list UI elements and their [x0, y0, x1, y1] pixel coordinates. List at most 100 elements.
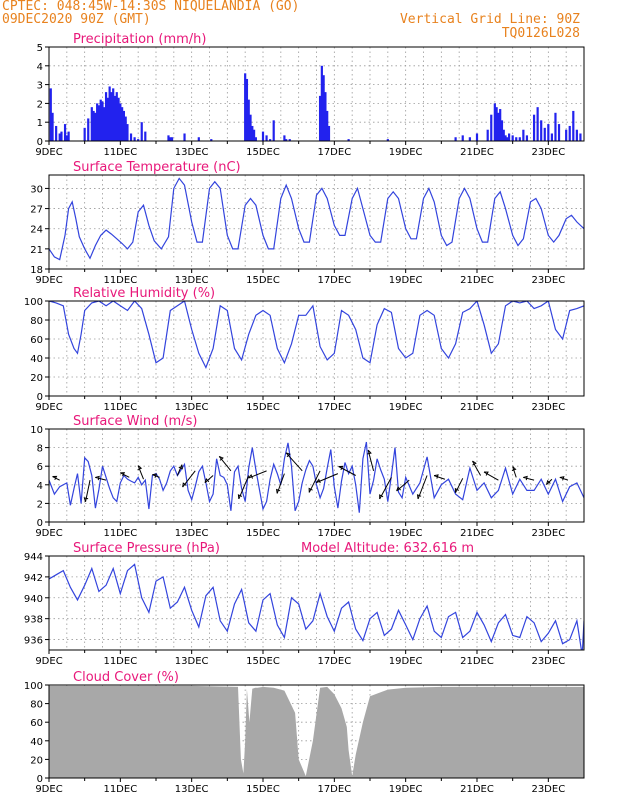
pres-ytick-label: 940 — [24, 594, 43, 605]
wind-arrow-head — [396, 486, 401, 492]
wind-arrow-head — [546, 479, 551, 485]
rh-title: Relative Humidity (%) — [73, 286, 215, 301]
wind-xtick-label: 13DEC — [175, 528, 209, 539]
cloud-xtick-label: 9DEC — [35, 784, 62, 795]
precip-bar — [461, 135, 464, 141]
precip-xtick-label: 13DEC — [175, 147, 209, 158]
precip-bar — [499, 109, 502, 141]
precip-bar — [244, 73, 247, 141]
precip-bar — [49, 88, 52, 141]
temp-ytick-label: 30 — [30, 184, 43, 195]
wind-series-line — [49, 441, 584, 513]
precip-bar — [167, 135, 170, 141]
precip-xtick-label: 19DEC — [389, 147, 423, 158]
wind-arrow-head — [454, 487, 460, 493]
wind-arrow-head — [379, 494, 384, 499]
wind-arrow — [238, 475, 250, 500]
temp-xtick-label: 15DEC — [246, 275, 280, 286]
wind-arrow-head — [219, 455, 224, 461]
pres-xtick-label: 23DEC — [531, 656, 565, 667]
wind-arrow-head — [285, 452, 291, 458]
precip-bar — [83, 127, 86, 141]
precip-bar — [269, 139, 272, 141]
precip-bar — [554, 112, 557, 141]
wind-arrow — [512, 466, 517, 478]
temp-xtick-label: 17DEC — [317, 275, 351, 286]
precip-bar — [261, 131, 265, 141]
wind-arrow — [472, 460, 482, 476]
precip-bar — [129, 133, 133, 141]
precip-xtick-label: 17DEC — [317, 147, 351, 158]
precip-bar — [557, 124, 561, 141]
precip-bar — [67, 131, 70, 141]
precip-bar — [252, 129, 256, 141]
rh-panel: 0 20 40 60 80 100 9DEC 11DEC 13DEC 15DEC 17DEC 19DE… — [24, 286, 585, 413]
temp-series-line — [49, 177, 584, 261]
wind-arrow — [559, 476, 569, 481]
precip-bar — [285, 139, 288, 141]
precip-bar — [486, 129, 489, 141]
cloud-ytick-label: 40 — [30, 737, 43, 748]
precip-bar — [500, 120, 504, 141]
temp-xtick-label: 11DEC — [103, 275, 137, 286]
pres-ytick-label: 936 — [24, 636, 43, 647]
run-date-header: 09DEC2020 90Z (GMT) — [2, 12, 151, 27]
cloud-ytick-label: 80 — [30, 700, 43, 711]
rh-xtick-label: 21DEC — [460, 402, 494, 413]
cloud-xtick-label: 13DEC — [175, 784, 209, 795]
temp-ytick-label: 27 — [30, 205, 43, 216]
precip-title: Precipitation (mm/h) — [73, 32, 206, 47]
precip-bar — [468, 137, 471, 141]
wind-arrows — [52, 449, 569, 502]
precip-bar — [511, 135, 514, 141]
pres-xtick-label: 21DEC — [460, 656, 494, 667]
precip-bar — [124, 116, 127, 141]
wind-arrow — [455, 478, 464, 493]
precip-bar — [133, 137, 136, 141]
precip-xtick-label: 11DEC — [103, 147, 137, 158]
wind-ytick-label: 4 — [37, 481, 43, 492]
rh-series-line — [49, 301, 584, 369]
temp-frame — [48, 174, 585, 270]
wind-arrow-head — [52, 475, 58, 481]
wind-arrow-head — [275, 488, 281, 494]
pres-xtick-label: 15DEC — [246, 656, 280, 667]
precip-bar — [112, 88, 115, 141]
wind-arrow — [379, 477, 392, 500]
wind-xtick-label: 17DEC — [317, 528, 351, 539]
wind-arrow — [523, 476, 535, 481]
wind-arrow-head — [483, 471, 489, 476]
model-altitude-label: Model Altitude: 632.616 m — [301, 541, 474, 556]
rh-ytick-label: 60 — [30, 335, 43, 346]
cloud-ytick-label: 100 — [24, 681, 43, 692]
precip-bar — [506, 137, 509, 141]
rh-ytick-label: 80 — [30, 316, 43, 327]
grid-line-note: Vertical Grid Line: 90Z — [399, 12, 580, 27]
precip-bar — [58, 133, 61, 141]
precip-bar — [272, 120, 275, 141]
wind-arrow — [204, 475, 214, 484]
precip-ytick-label: 0 — [37, 137, 43, 148]
precip-bar — [247, 99, 250, 141]
cloud-title: Cloud Cover (%) — [73, 670, 179, 685]
precip-bar — [322, 75, 325, 141]
pres-xtick-label: 9DEC — [35, 656, 62, 667]
rh-xtick-label: 19DEC — [389, 402, 423, 413]
precip-bar — [525, 135, 529, 141]
precip-bar — [104, 92, 108, 141]
rh-xtick-label: 9DEC — [35, 402, 62, 413]
wind-xtick-label: 19DEC — [389, 528, 423, 539]
cloud-xtick-label: 15DEC — [246, 784, 280, 795]
wind-arrow-head — [237, 494, 243, 499]
wind-xtick-label: 21DEC — [460, 528, 494, 539]
wind-ytick-label: 2 — [37, 499, 43, 510]
temp-xtick-label: 21DEC — [460, 275, 494, 286]
pres-ytick-label: 944 — [24, 552, 43, 563]
precip-bar — [326, 110, 329, 141]
precip-bar — [536, 107, 539, 141]
pres-frame — [48, 555, 585, 651]
precip-bar — [386, 139, 389, 141]
precip-bar — [197, 137, 200, 141]
temp-xtick-label: 19DEC — [389, 275, 423, 286]
precip-bar — [550, 133, 553, 141]
